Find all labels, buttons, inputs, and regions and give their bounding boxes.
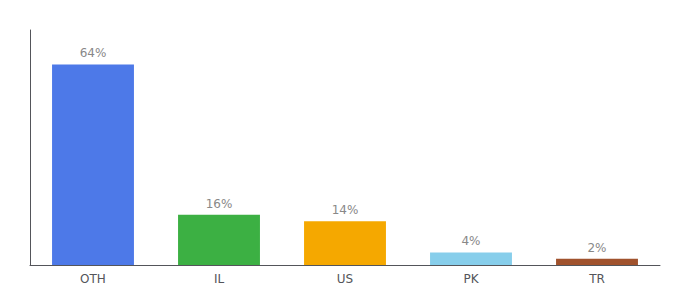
svg-text:4%: 4% — [461, 234, 480, 248]
svg-text:PK: PK — [463, 272, 479, 286]
svg-text:OTH: OTH — [80, 272, 106, 286]
svg-text:2%: 2% — [587, 241, 606, 255]
svg-text:US: US — [337, 272, 353, 286]
svg-text:16%: 16% — [206, 197, 233, 211]
svg-text:64%: 64% — [80, 46, 107, 60]
svg-text:TR: TR — [588, 272, 605, 286]
svg-text:IL: IL — [214, 272, 225, 286]
svg-text:14%: 14% — [332, 203, 359, 217]
